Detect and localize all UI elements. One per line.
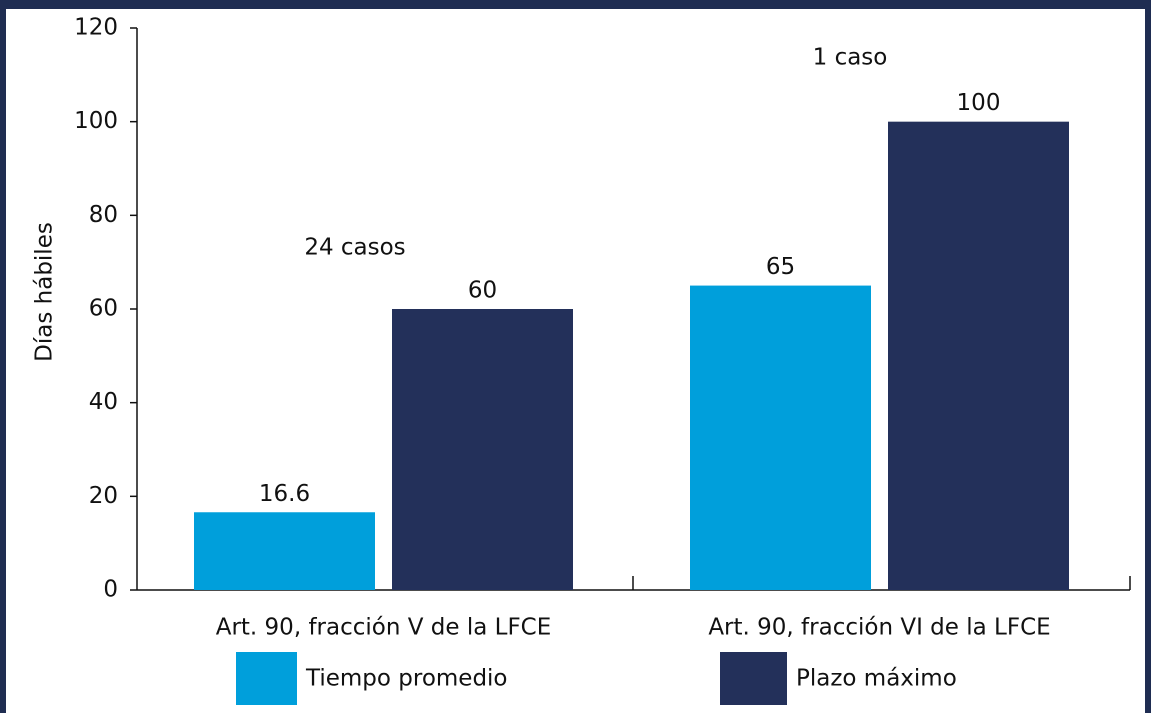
bar — [888, 121, 1069, 591]
x-tick-label: Art. 90, fracción VI de la LFCE — [708, 615, 1050, 641]
y-axis-label: Días hábiles — [32, 222, 58, 362]
value-label: 60 — [468, 278, 497, 304]
y-tick-label: 100 — [74, 108, 118, 134]
y-tick-label: 80 — [89, 202, 118, 228]
legend-swatch — [236, 652, 297, 705]
value-label: 65 — [766, 254, 795, 280]
annotation: 1 caso — [813, 45, 888, 71]
legend-swatch — [720, 652, 787, 705]
frame-right — [1145, 0, 1151, 713]
y-tick-label: 60 — [89, 296, 118, 322]
legend-label: Tiempo promedio — [305, 666, 508, 692]
value-label: 100 — [957, 90, 1001, 116]
legend-label: Plazo máximo — [796, 666, 957, 692]
y-tick-label: 0 — [103, 577, 118, 603]
x-tick-label: Art. 90, fracción V de la LFCE — [216, 615, 552, 641]
y-tick-label: 40 — [89, 389, 118, 415]
annotation: 24 casos — [304, 235, 405, 261]
y-tick-label: 120 — [74, 15, 118, 41]
bar — [392, 309, 573, 590]
bar — [194, 512, 375, 590]
value-label: 16.6 — [259, 481, 310, 507]
bar — [690, 285, 871, 590]
frame-top — [0, 0, 1151, 9]
y-tick-label: 20 — [89, 483, 118, 509]
frame-left — [0, 0, 6, 713]
